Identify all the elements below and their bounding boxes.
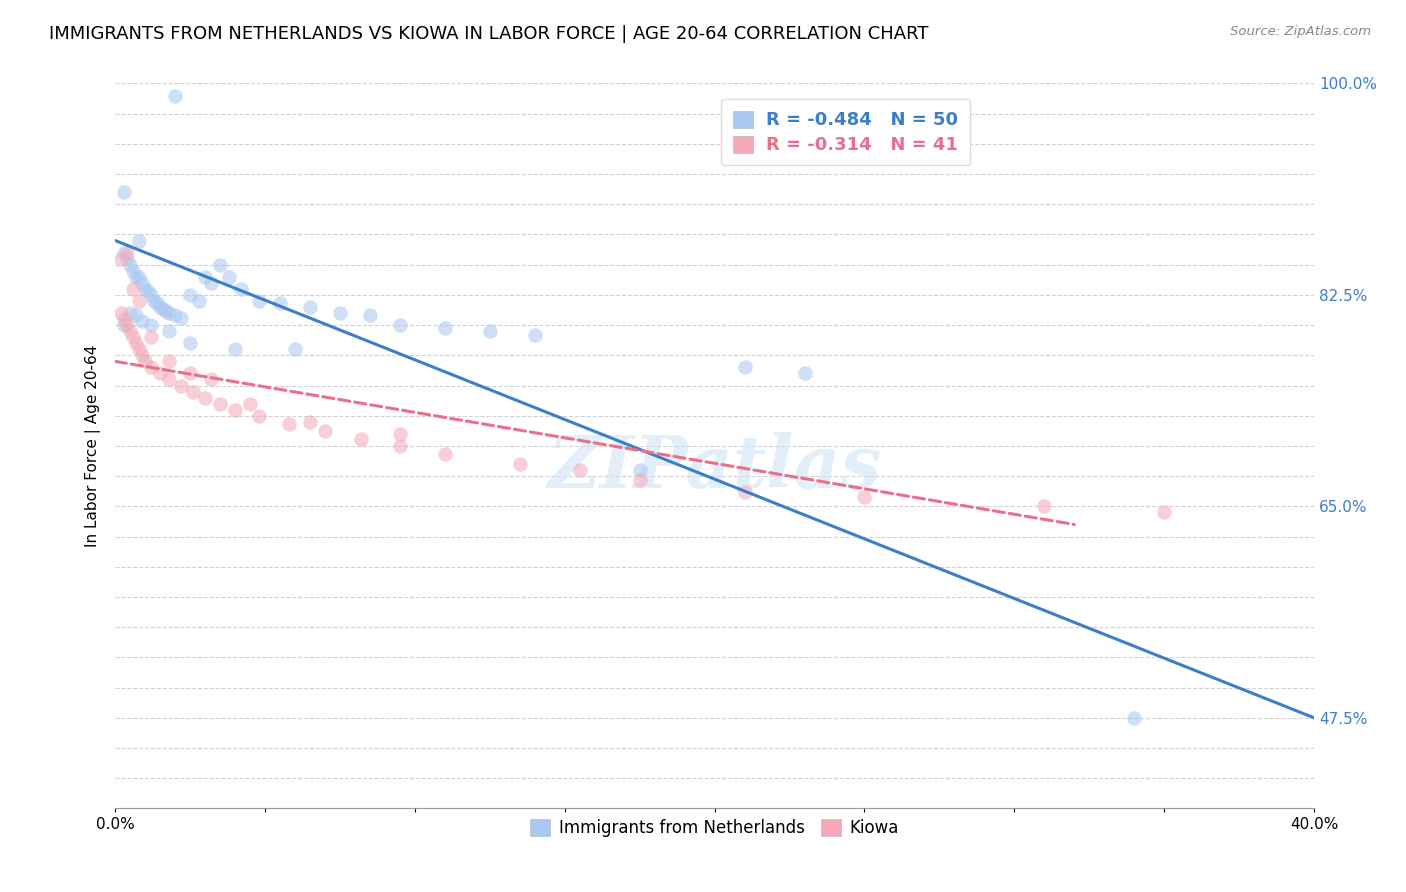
Text: ZIPatlas: ZIPatlas (547, 433, 882, 503)
Point (128, 269, 150, 284)
Point (112, 312, 135, 326)
Point (298, 300, 321, 314)
Point (628, 473, 651, 487)
Point (136, 285, 159, 299)
Point (134, 354, 156, 368)
Point (128, 234, 150, 248)
Point (247, 409, 270, 423)
Point (278, 417, 301, 432)
Point (224, 343, 246, 357)
Point (1033, 500, 1056, 514)
Point (284, 343, 307, 357)
Point (125, 309, 148, 323)
Point (112, 245, 135, 260)
Point (568, 463, 591, 477)
Point (350, 432, 373, 446)
Point (131, 314, 153, 328)
Point (509, 457, 531, 471)
Point (141, 318, 163, 332)
Point (1153, 505, 1175, 519)
Point (1123, 711, 1146, 725)
Point (388, 426, 411, 441)
Point (149, 367, 172, 381)
Point (157, 306, 180, 320)
Point (125, 336, 148, 351)
Point (170, 310, 193, 325)
Point (122, 330, 145, 344)
Point (110, 252, 132, 266)
Point (120, 306, 142, 320)
Point (122, 264, 145, 278)
Point (131, 276, 153, 290)
Point (165, 88, 187, 103)
Point (146, 296, 169, 310)
Point (141, 288, 163, 302)
Point (115, 252, 138, 266)
Point (853, 490, 876, 504)
Point (141, 360, 163, 375)
Legend: Immigrants from Netherlands, Kiowa: Immigrants from Netherlands, Kiowa (523, 812, 905, 844)
Point (170, 378, 193, 392)
Point (179, 367, 201, 381)
Point (157, 354, 180, 368)
Point (112, 318, 135, 332)
Point (388, 318, 411, 332)
Point (209, 397, 232, 411)
Point (388, 439, 411, 453)
Point (200, 372, 222, 386)
Point (181, 384, 204, 399)
Point (194, 391, 217, 405)
Point (239, 397, 262, 411)
Point (128, 293, 150, 308)
Point (112, 185, 135, 199)
Point (194, 269, 217, 284)
Point (628, 463, 651, 477)
Point (329, 306, 352, 320)
Point (269, 296, 291, 310)
Point (165, 309, 187, 323)
Point (359, 309, 381, 323)
Point (155, 303, 177, 318)
Point (734, 484, 756, 499)
Point (179, 336, 201, 351)
Point (128, 343, 150, 357)
Y-axis label: In Labor Force | Age 20-64: In Labor Force | Age 20-64 (86, 344, 101, 547)
Point (433, 320, 456, 334)
Point (200, 276, 222, 290)
Point (793, 367, 815, 381)
Point (314, 425, 336, 439)
Point (110, 306, 132, 320)
Point (157, 324, 180, 338)
Point (115, 245, 138, 260)
Point (115, 318, 138, 332)
Point (157, 372, 180, 386)
Text: Source: ZipAtlas.com: Source: ZipAtlas.com (1230, 25, 1371, 38)
Point (179, 288, 201, 302)
Point (478, 324, 501, 338)
Point (188, 293, 211, 308)
Point (152, 302, 174, 317)
Point (149, 300, 172, 314)
Point (134, 282, 156, 296)
Point (218, 269, 240, 284)
Point (523, 327, 546, 342)
Point (122, 282, 145, 296)
Point (125, 269, 148, 284)
Point (120, 324, 142, 338)
Point (143, 293, 166, 308)
Point (433, 447, 456, 461)
Point (734, 360, 756, 375)
Point (209, 258, 232, 272)
Point (131, 348, 153, 362)
Point (229, 282, 252, 296)
Point (120, 258, 142, 272)
Point (247, 293, 270, 308)
Point (298, 415, 321, 429)
Point (141, 330, 163, 344)
Point (224, 402, 246, 417)
Text: IMMIGRANTS FROM NETHERLANDS VS KIOWA IN LABOR FORCE | AGE 20-64 CORRELATION CHAR: IMMIGRANTS FROM NETHERLANDS VS KIOWA IN … (49, 25, 929, 43)
